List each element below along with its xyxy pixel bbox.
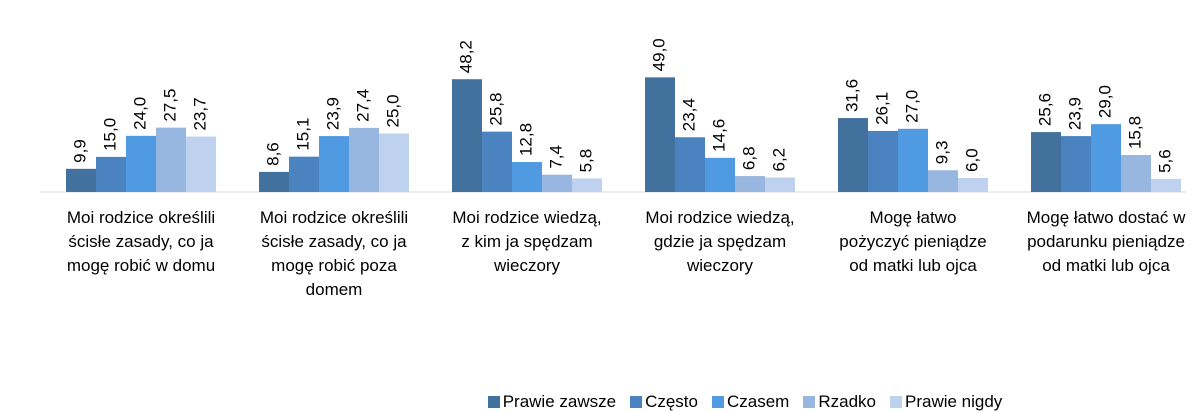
value-label: 27,4	[353, 89, 372, 122]
legend-swatch	[889, 396, 902, 408]
value-label: 9,3	[932, 141, 951, 165]
value-label: 9,9	[70, 139, 89, 163]
value-label: 12,8	[516, 123, 535, 156]
bar	[96, 156, 126, 192]
bar	[1061, 136, 1091, 192]
value-label: 25,6	[1035, 93, 1054, 126]
bar	[349, 127, 379, 192]
bar	[735, 176, 765, 192]
bar	[482, 131, 512, 192]
x-tick-label: Mogę łatwo dostać w podarunku pieniądze …	[1026, 208, 1186, 275]
x-tick-label: Moi rodzice wiedzą, gdzie ja spędzam wie…	[645, 208, 795, 275]
value-label: 8,6	[263, 142, 282, 166]
value-label: 29,0	[1095, 85, 1114, 118]
legend-swatch	[711, 396, 724, 408]
bar	[1121, 155, 1151, 192]
bar	[156, 127, 186, 192]
value-label: 27,5	[160, 89, 179, 122]
bar	[765, 177, 795, 192]
value-label: 23,7	[190, 97, 209, 130]
legend-item: Prawie nigdy	[889, 391, 1003, 412]
legend-label: Często	[645, 392, 698, 411]
bar	[66, 168, 96, 192]
value-label: 23,4	[679, 98, 698, 131]
value-label: 15,8	[1125, 116, 1144, 149]
value-label: 25,0	[383, 94, 402, 127]
bar	[542, 174, 572, 192]
legend-item: Rzadko	[803, 391, 876, 412]
value-label: 5,6	[1155, 149, 1174, 173]
legend-swatch	[630, 396, 643, 408]
bar	[572, 178, 602, 192]
x-tick-label: Moi rodzice wiedzą, z kim ja spędzam wie…	[452, 208, 602, 275]
bar	[928, 170, 958, 192]
legend-swatch	[487, 396, 500, 408]
value-label: 6,8	[739, 146, 758, 170]
bar	[705, 157, 735, 192]
x-tick-label: Moi rodzice określili ścisłe zasady, co …	[66, 208, 216, 275]
legend-label: Czasem	[726, 392, 790, 411]
bar	[186, 136, 216, 192]
value-label: 26,1	[872, 92, 891, 125]
value-label: 27,0	[902, 90, 921, 123]
value-label: 6,2	[769, 148, 788, 172]
legend-label: Rzadko	[818, 392, 876, 411]
value-label: 49,0	[649, 38, 668, 71]
bar	[898, 128, 928, 192]
value-label: 23,9	[1065, 97, 1084, 130]
value-label: 7,4	[546, 145, 565, 169]
bar	[379, 133, 409, 192]
bar	[319, 136, 349, 192]
x-tick-label: Mogę łatwo pożyczyć pieniądze od matki l…	[839, 208, 987, 275]
value-label: 15,0	[100, 118, 119, 151]
value-label: 25,8	[486, 93, 505, 126]
bar	[259, 171, 289, 192]
value-label: 48,2	[456, 40, 475, 73]
value-label: 23,9	[323, 97, 342, 130]
bar	[289, 156, 319, 192]
bar	[1031, 132, 1061, 192]
value-label: 14,6	[709, 119, 728, 152]
bar	[452, 79, 482, 192]
bar	[126, 135, 156, 192]
legend-item: Czasem	[711, 391, 790, 412]
legend: Prawie zawsze Często Czasem Rzadko Prawie ni…	[0, 391, 1190, 412]
value-label: 15,1	[293, 118, 312, 151]
bar	[645, 77, 675, 192]
legend-swatch	[803, 396, 816, 408]
legend-item: Prawie zawsze	[487, 391, 617, 412]
value-label: 24,0	[130, 97, 149, 130]
legend-item: Często	[630, 391, 698, 412]
bar	[868, 130, 898, 192]
bar	[1151, 178, 1181, 192]
x-tick-label: Moi rodzice określili ścisłe zasady, co …	[259, 208, 409, 299]
value-label: 5,8	[576, 149, 595, 173]
bar	[958, 177, 988, 192]
bar	[838, 118, 868, 192]
bar	[1091, 124, 1121, 192]
legend-label: Prawie zawsze	[502, 392, 617, 411]
bar	[512, 162, 542, 192]
bar	[675, 137, 705, 192]
value-label: 6,0	[962, 148, 981, 172]
value-label: 31,6	[842, 79, 861, 112]
legend-label: Prawie nigdy	[904, 392, 1003, 411]
